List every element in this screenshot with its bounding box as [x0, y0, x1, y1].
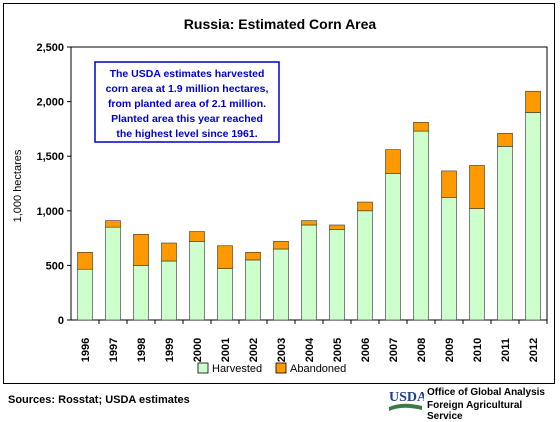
annotation-line-5: the highest level since 1961. — [116, 128, 257, 140]
bar-harvested-2009 — [441, 197, 457, 321]
bar-harvested-2010 — [469, 208, 485, 321]
legend: Harvested Abandoned — [197, 362, 346, 375]
bar-abandoned-1999 — [161, 242, 177, 262]
annotation-line-1: The USDA estimates harvested — [110, 68, 265, 80]
org-name-line-2: Foreign Agricultural Service — [427, 400, 523, 422]
bar-harvested-1997 — [105, 226, 121, 321]
x-tick-label: 2012 — [528, 338, 540, 362]
x-tick-label: 2000 — [192, 338, 204, 362]
x-tick-label: 1998 — [136, 338, 148, 362]
bar-harvested-2001 — [217, 268, 233, 321]
bar-abandoned-2007 — [385, 149, 401, 174]
chart-svg: Russia: Estimated Corn Area 0 500 1,000 1,5… — [12, 16, 548, 375]
usda-logo-text: USDA — [389, 390, 424, 405]
bar-abandoned-1997 — [105, 220, 121, 228]
bar-abandoned-2010 — [469, 165, 485, 209]
x-tick-label: 2002 — [248, 338, 260, 362]
annotation-border — [94, 61, 280, 143]
x-tick-label: 2007 — [388, 338, 400, 362]
bar-harvested-2004 — [301, 224, 317, 321]
annotation-line-4: Planted area this year reached — [111, 113, 263, 125]
y-tick-label: 500 — [46, 260, 64, 272]
legend-swatch-harvested — [197, 362, 209, 374]
bar-harvested-2012 — [525, 112, 541, 321]
y-tick-label: 1,500 — [36, 151, 64, 163]
bar-harvested-2007 — [385, 173, 401, 321]
bar-abandoned-2000 — [189, 231, 205, 242]
bar-abandoned-2012 — [525, 90, 541, 113]
x-tick-label: 2010 — [472, 338, 484, 362]
y-tick-label: 0 — [58, 315, 64, 327]
usda-logo: USDA — [389, 390, 424, 411]
x-axis: 1996 1997 1998 1999 2000 2001 2002 2003 2004 2005… — [80, 320, 548, 362]
bar-abandoned-2005 — [329, 224, 345, 230]
x-tick-label: 2008 — [416, 338, 428, 362]
bar-abandoned-2009 — [441, 170, 457, 198]
x-tick-label: 1999 — [164, 338, 176, 362]
y-axis: 0 500 1,000 1,500 2,000 2,500 — [36, 42, 71, 327]
legend-label-harvested: Harvested — [212, 363, 262, 375]
bar-harvested-1999 — [161, 260, 177, 321]
bar-harvested-1996 — [77, 268, 93, 321]
legend-swatch-abandoned — [275, 362, 287, 374]
x-tick-label: 1997 — [108, 338, 120, 362]
x-tick-label: 1996 — [80, 338, 92, 362]
bar-abandoned-2003 — [273, 241, 289, 250]
legend-label-abandoned: Abandoned — [290, 363, 346, 375]
x-tick-label: 2001 — [220, 338, 232, 362]
bar-harvested-2005 — [329, 229, 345, 321]
bar-abandoned-2011 — [497, 132, 513, 147]
bar-abandoned-2006 — [357, 201, 373, 212]
bar-harvested-2006 — [357, 210, 373, 321]
y-axis-label: 1,000 hectares — [12, 149, 24, 222]
bar-abandoned-1998 — [133, 233, 149, 266]
org-name-line-1: Office of Global Analysis — [427, 387, 545, 398]
annotation-line-3: from planted area of 2.1 million. — [108, 98, 266, 110]
bar-abandoned-2002 — [245, 251, 261, 261]
x-tick-label: 2009 — [444, 338, 456, 362]
annotation-box: The USDA estimates harvested corn area a… — [94, 61, 280, 143]
x-tick-label: 2011 — [500, 338, 512, 362]
bar-harvested-2011 — [497, 146, 513, 321]
sources-note: Sources: Rosstat; USDA estimates — [8, 394, 190, 406]
bar-harvested-2002 — [245, 259, 261, 321]
chart-title: Russia: Estimated Corn Area — [184, 16, 377, 32]
bars-group — [77, 90, 541, 321]
bar-abandoned-1996 — [77, 251, 93, 270]
y-tick-label: 1,000 — [36, 206, 64, 218]
x-tick-label: 2003 — [276, 338, 288, 362]
x-tick-label: 2004 — [304, 337, 316, 362]
x-tick-label: 2006 — [360, 338, 372, 362]
annotation-line-2: corn area at 1.9 million hectares, — [106, 83, 269, 95]
bar-abandoned-2004 — [301, 220, 317, 226]
y-tick-label: 2,500 — [36, 42, 64, 54]
x-tick-label: 2005 — [332, 338, 344, 362]
bar-abandoned-2008 — [413, 122, 429, 132]
bar-harvested-1998 — [133, 265, 149, 321]
chart-frame: Russia: Estimated Corn Area 0 500 1,000 1,5… — [3, 3, 555, 384]
bar-harvested-2000 — [189, 241, 205, 321]
usda-logo-swoosh — [389, 403, 422, 411]
y-tick-label: 2,000 — [36, 97, 64, 109]
bar-harvested-2003 — [273, 248, 289, 321]
bar-abandoned-2001 — [217, 245, 233, 269]
bar-harvested-2008 — [413, 130, 429, 321]
